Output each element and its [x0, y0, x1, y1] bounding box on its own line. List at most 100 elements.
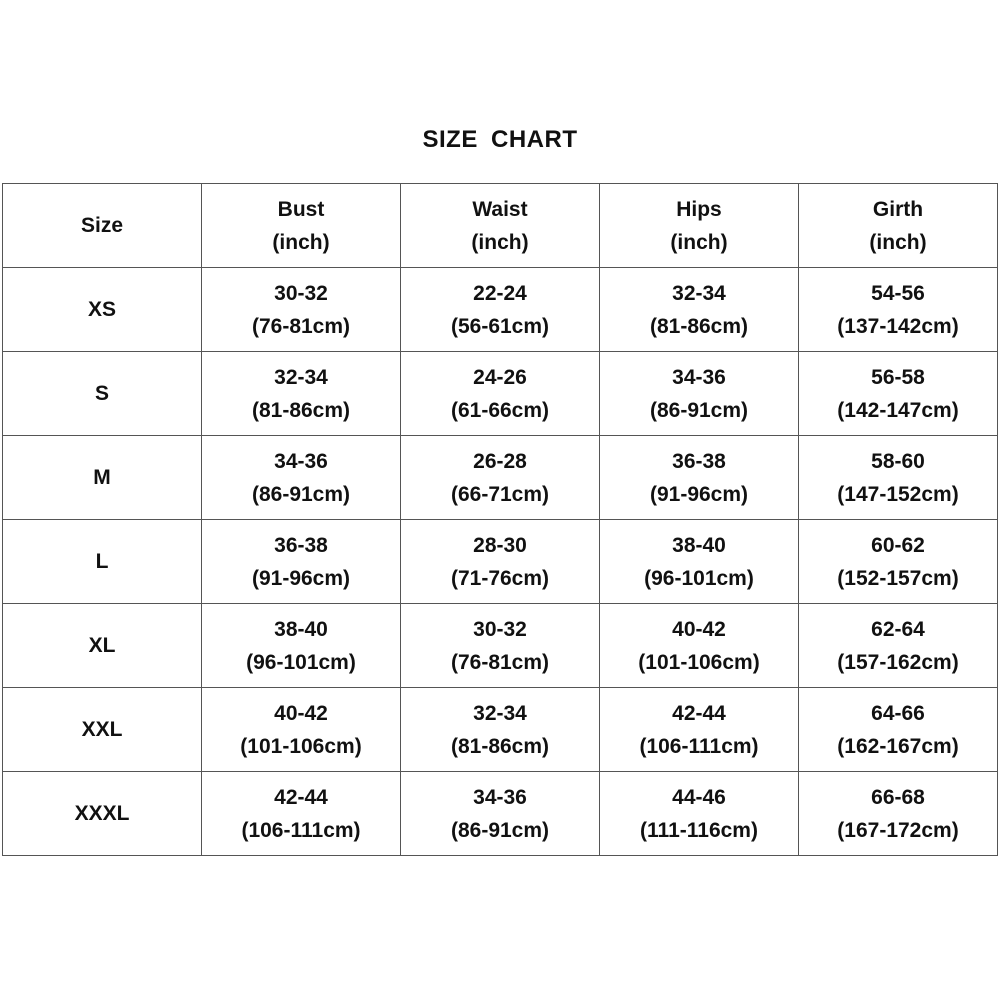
cm-range: (66-71cm) — [450, 482, 550, 506]
hips-cell: 34-36 (86-91cm) — [599, 351, 799, 436]
inch-range: 32-34 — [672, 281, 726, 305]
inch-range: 32-34 — [473, 701, 527, 725]
table-row: XXXL 42-44 (106-111cm) 34-36 (86-91cm) 44-46 (… — [2, 771, 998, 856]
girth-cell: 60-62 (152-157cm) — [798, 519, 998, 604]
inch-range: 34-36 — [672, 365, 726, 389]
hips-cell: 38-40 (96-101cm) — [599, 519, 799, 604]
cm-range: (106-111cm) — [241, 818, 361, 842]
size-cell: L — [2, 519, 202, 604]
size-cell: XXXL — [2, 771, 202, 856]
cm-range: (106-111cm) — [639, 734, 759, 758]
inch-range: 32-34 — [274, 365, 328, 389]
header-unit: (inch) — [272, 230, 330, 254]
size-label: XXXL — [74, 802, 130, 825]
cm-range: (162-167cm) — [837, 734, 959, 758]
inch-range: 42-44 — [274, 785, 328, 809]
girth-cell: 54-56 (137-142cm) — [798, 267, 998, 352]
inch-range: 64-66 — [871, 701, 925, 725]
inch-range: 44-46 — [672, 785, 726, 809]
table-row: XXL 40-42 (101-106cm) 32-34 (81-86cm) 42-44 (1… — [2, 687, 998, 772]
waist-cell: 32-34 (81-86cm) — [400, 687, 600, 772]
header-unit: (inch) — [869, 230, 927, 254]
inch-range: 58-60 — [871, 449, 925, 473]
inch-range: 62-64 — [871, 617, 925, 641]
inch-range: 22-24 — [473, 281, 527, 305]
table-row: S 32-34 (81-86cm) 24-26 (61-66cm) 34-36 (86-91… — [2, 351, 998, 436]
header-label: Girth — [872, 197, 924, 221]
inch-range: 42-44 — [672, 701, 726, 725]
page-title: SIZE CHART — [422, 126, 578, 153]
girth-cell: 66-68 (167-172cm) — [798, 771, 998, 856]
cm-range: (76-81cm) — [450, 650, 550, 674]
header-row: Size Bust (inch) Waist (inch) Hips (inch) Girth… — [2, 183, 998, 268]
header-girth: Girth (inch) — [798, 183, 998, 268]
bust-cell: 30-32 (76-81cm) — [201, 267, 401, 352]
inch-range: 56-58 — [871, 365, 925, 389]
inch-range: 26-28 — [473, 449, 527, 473]
inch-range: 66-68 — [871, 785, 925, 809]
header-label: Hips — [676, 197, 722, 221]
cm-range: (81-86cm) — [649, 314, 749, 338]
size-label: XL — [88, 634, 116, 657]
header-waist: Waist (inch) — [400, 183, 600, 268]
inch-range: 24-26 — [473, 365, 527, 389]
header-label: Size — [80, 214, 124, 237]
cm-range: (101-106cm) — [240, 734, 362, 758]
inch-range: 40-42 — [672, 617, 726, 641]
size-cell: XXL — [2, 687, 202, 772]
waist-cell: 30-32 (76-81cm) — [400, 603, 600, 688]
cm-range: (86-91cm) — [251, 482, 351, 506]
bust-cell: 38-40 (96-101cm) — [201, 603, 401, 688]
size-label: L — [95, 550, 109, 573]
cm-range: (96-101cm) — [644, 566, 754, 590]
header-hips: Hips (inch) — [599, 183, 799, 268]
size-cell: S — [2, 351, 202, 436]
size-cell: XL — [2, 603, 202, 688]
size-cell: XS — [2, 267, 202, 352]
header-label: Waist — [472, 197, 528, 221]
cm-range: (142-147cm) — [837, 398, 959, 422]
bust-cell: 34-36 (86-91cm) — [201, 435, 401, 520]
hips-cell: 32-34 (81-86cm) — [599, 267, 799, 352]
header-unit: (inch) — [670, 230, 728, 254]
cm-range: (71-76cm) — [450, 566, 550, 590]
waist-cell: 24-26 (61-66cm) — [400, 351, 600, 436]
size-label: S — [94, 382, 109, 405]
cm-range: (157-162cm) — [837, 650, 959, 674]
cm-range: (101-106cm) — [638, 650, 760, 674]
inch-range: 28-30 — [473, 533, 527, 557]
cm-range: (61-66cm) — [450, 398, 550, 422]
inch-range: 34-36 — [274, 449, 328, 473]
waist-cell: 22-24 (56-61cm) — [400, 267, 600, 352]
cm-range: (86-91cm) — [649, 398, 749, 422]
bust-cell: 36-38 (91-96cm) — [201, 519, 401, 604]
bust-cell: 32-34 (81-86cm) — [201, 351, 401, 436]
cm-range: (96-101cm) — [246, 650, 356, 674]
cm-range: (137-142cm) — [837, 314, 959, 338]
size-label: XS — [87, 298, 116, 321]
inch-range: 40-42 — [274, 701, 328, 725]
hips-cell: 40-42 (101-106cm) — [599, 603, 799, 688]
bust-cell: 42-44 (106-111cm) — [201, 771, 401, 856]
cm-range: (152-157cm) — [837, 566, 959, 590]
waist-cell: 26-28 (66-71cm) — [400, 435, 600, 520]
inch-range: 30-32 — [274, 281, 328, 305]
size-chart-table: Size Bust (inch) Waist (inch) Hips (inch) Girth… — [2, 183, 998, 856]
header-bust: Bust (inch) — [201, 183, 401, 268]
bust-cell: 40-42 (101-106cm) — [201, 687, 401, 772]
girth-cell: 64-66 (162-167cm) — [798, 687, 998, 772]
hips-cell: 42-44 (106-111cm) — [599, 687, 799, 772]
cm-range: (147-152cm) — [837, 482, 959, 506]
inch-range: 38-40 — [274, 617, 328, 641]
girth-cell: 56-58 (142-147cm) — [798, 351, 998, 436]
cm-range: (76-81cm) — [251, 314, 351, 338]
cm-range: (167-172cm) — [837, 818, 959, 842]
girth-cell: 58-60 (147-152cm) — [798, 435, 998, 520]
cm-range: (91-96cm) — [649, 482, 749, 506]
table-row: XS 30-32 (76-81cm) 22-24 (56-61cm) 32-34 (81-8… — [2, 267, 998, 352]
inch-range: 38-40 — [672, 533, 726, 557]
hips-cell: 44-46 (111-116cm) — [599, 771, 799, 856]
header-unit: (inch) — [471, 230, 529, 254]
size-label: M — [93, 466, 111, 489]
inch-range: 36-38 — [274, 533, 328, 557]
